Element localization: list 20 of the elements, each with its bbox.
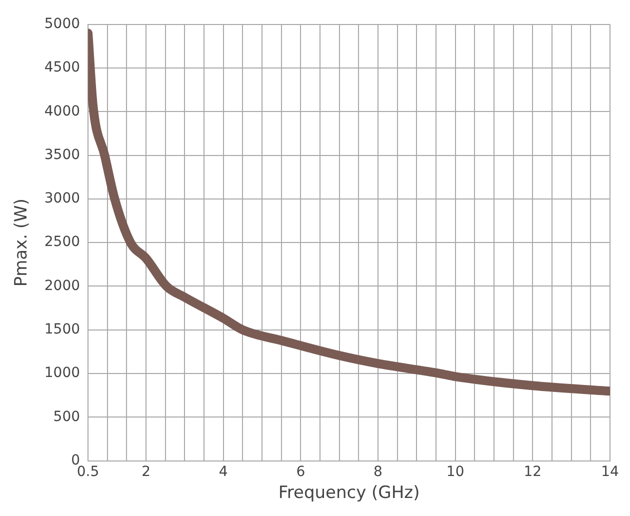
- x-tick-label: 0.5: [76, 464, 100, 480]
- x-tick-label: 6: [296, 464, 306, 480]
- y-tick-label: 2000: [44, 278, 80, 294]
- y-tick-label: 5000: [44, 16, 80, 32]
- x-tick-label: 2: [142, 464, 150, 480]
- x-tick-label: 12: [524, 464, 542, 480]
- y-tick-label: 3500: [44, 146, 80, 163]
- x-tick-label: 10: [446, 464, 464, 480]
- y-tick-label: 1500: [44, 322, 80, 338]
- x-tick-label: 4: [218, 464, 228, 480]
- y-tick-label: 500: [53, 408, 80, 425]
- y-axis-title: Pmax. (W): [12, 198, 32, 287]
- x-tick-label: 14: [601, 464, 619, 480]
- y-tick-label: 3000: [44, 190, 80, 207]
- y-tick-label: 1000: [44, 365, 80, 382]
- y-tick-label: 4500: [44, 60, 80, 76]
- x-tick-label: 8: [374, 464, 382, 480]
- y-tick-label: 4000: [44, 103, 80, 120]
- x-axis-title: Frequency (GHz): [278, 483, 420, 504]
- y-tick-label: 2500: [44, 234, 80, 250]
